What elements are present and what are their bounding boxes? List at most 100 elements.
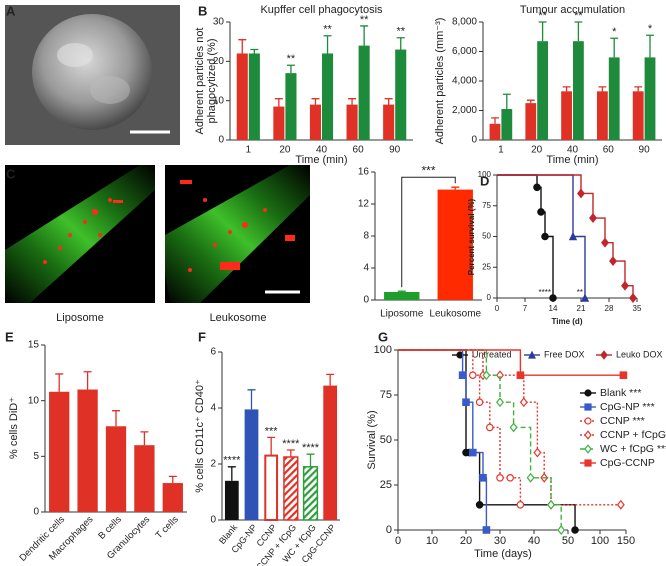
survival-line [497,174,634,298]
x-tick-label: 21 [577,304,586,313]
y-tick-label: 15 [28,340,40,351]
bar [273,106,285,140]
survival-line [398,349,621,506]
error-bar [646,34,654,58]
error-bar [360,25,369,46]
error-bar [83,371,92,390]
error-bar [598,86,607,92]
bar [383,104,395,140]
y-tick-label: 2,000 [452,105,477,116]
marker [619,371,628,380]
x-tick-label: 0 [495,304,500,313]
panel-label: D [480,173,489,188]
bar [323,385,338,520]
microscopy-image [165,165,310,303]
y-tick-label: 50 [380,434,392,446]
x-axis-label: Time (min) [295,154,347,166]
y-tick-label: 0 [33,507,39,518]
bar [283,456,299,521]
y-tick-label: 5 [33,451,39,462]
y-axis-label: % cells CD11c⁺ CD40⁺ [194,379,206,493]
significance-label: ** [323,24,332,36]
y-tick-label: 20 [213,56,225,67]
bar [105,426,127,512]
y-axis-label: phagocytized (%) [206,39,218,124]
significance-label: ** [287,53,296,65]
bar [358,45,370,140]
sem-image [5,5,180,145]
legend-label: CpG-CCNP [600,457,655,469]
x-axis-label: Time (days) [474,548,532,560]
significance-label: * [612,26,617,38]
error-bar [227,466,236,481]
bar [134,445,155,512]
y-tick-label: 25 [482,262,491,271]
survival-line [398,349,624,376]
error-bar [574,21,583,42]
significance-label: ** [574,10,583,22]
bar [525,103,537,140]
y-tick-label: 0 [471,135,477,146]
marker [621,280,629,291]
y-axis-label: Adherent particles not [194,27,206,134]
marker [557,525,566,535]
y-tick-label: 50 [482,232,491,241]
bar [561,91,572,140]
marker [482,370,491,381]
x-axis-label: Time (d) [552,317,583,326]
bar [248,53,260,140]
error-bar [267,436,276,456]
marker [462,398,470,407]
marker [533,447,542,458]
legend-marker [584,459,592,467]
x-tick-label: 60 [353,145,365,156]
bar [77,389,98,512]
y-tick-label: 75 [380,389,392,401]
y-tick-label: 10 [28,395,40,406]
marker [469,448,477,457]
error-bar [348,98,357,105]
legend-marker [584,430,592,440]
x-tick-label: 20 [531,145,543,156]
y-tick-label: 25 [380,479,392,491]
y-tick-label: 10 [213,95,225,106]
y-tick-label: 30 [213,17,225,28]
marker [580,293,590,302]
error-bar [238,39,247,54]
bar [244,409,259,520]
bar [596,91,608,140]
error-bar [55,373,64,392]
legend-label: WC + fCpG *** [600,443,666,455]
x-tick-label: 1 [498,145,504,156]
y-tick-label: 2 [210,459,216,470]
bar [236,53,248,140]
legend-label: Free DOX [544,349,585,359]
error-bar [538,21,547,42]
significance-label: ** [396,26,405,38]
x-tick-label: 90 [389,145,401,156]
error-bar [491,117,499,124]
legend-label: Untreated [472,349,512,359]
x-tick-label: Leukosome [429,309,481,320]
x-tick-label: 60 [603,145,615,156]
error-bar [250,48,259,54]
error-bar [168,475,177,484]
error-bar [634,86,643,92]
x-tick-label: T cells [154,514,181,541]
y-tick-label: 8,000 [452,17,477,28]
y-tick-label: 75 [482,201,491,210]
panel-label: B [198,3,207,18]
significance-label: *** [265,425,279,437]
bar [264,454,279,522]
marker [629,293,637,303]
y-axis-label: % cells DiD⁺ [8,397,20,459]
x-tick-label: 7 [523,304,528,313]
y-tick-label: 100 [374,344,392,356]
x-tick-label: 20 [279,145,291,156]
image-caption: Liposome [56,312,104,324]
bar [285,73,297,140]
legend-marker [584,444,592,454]
marker [516,500,525,509]
bar [489,123,501,140]
